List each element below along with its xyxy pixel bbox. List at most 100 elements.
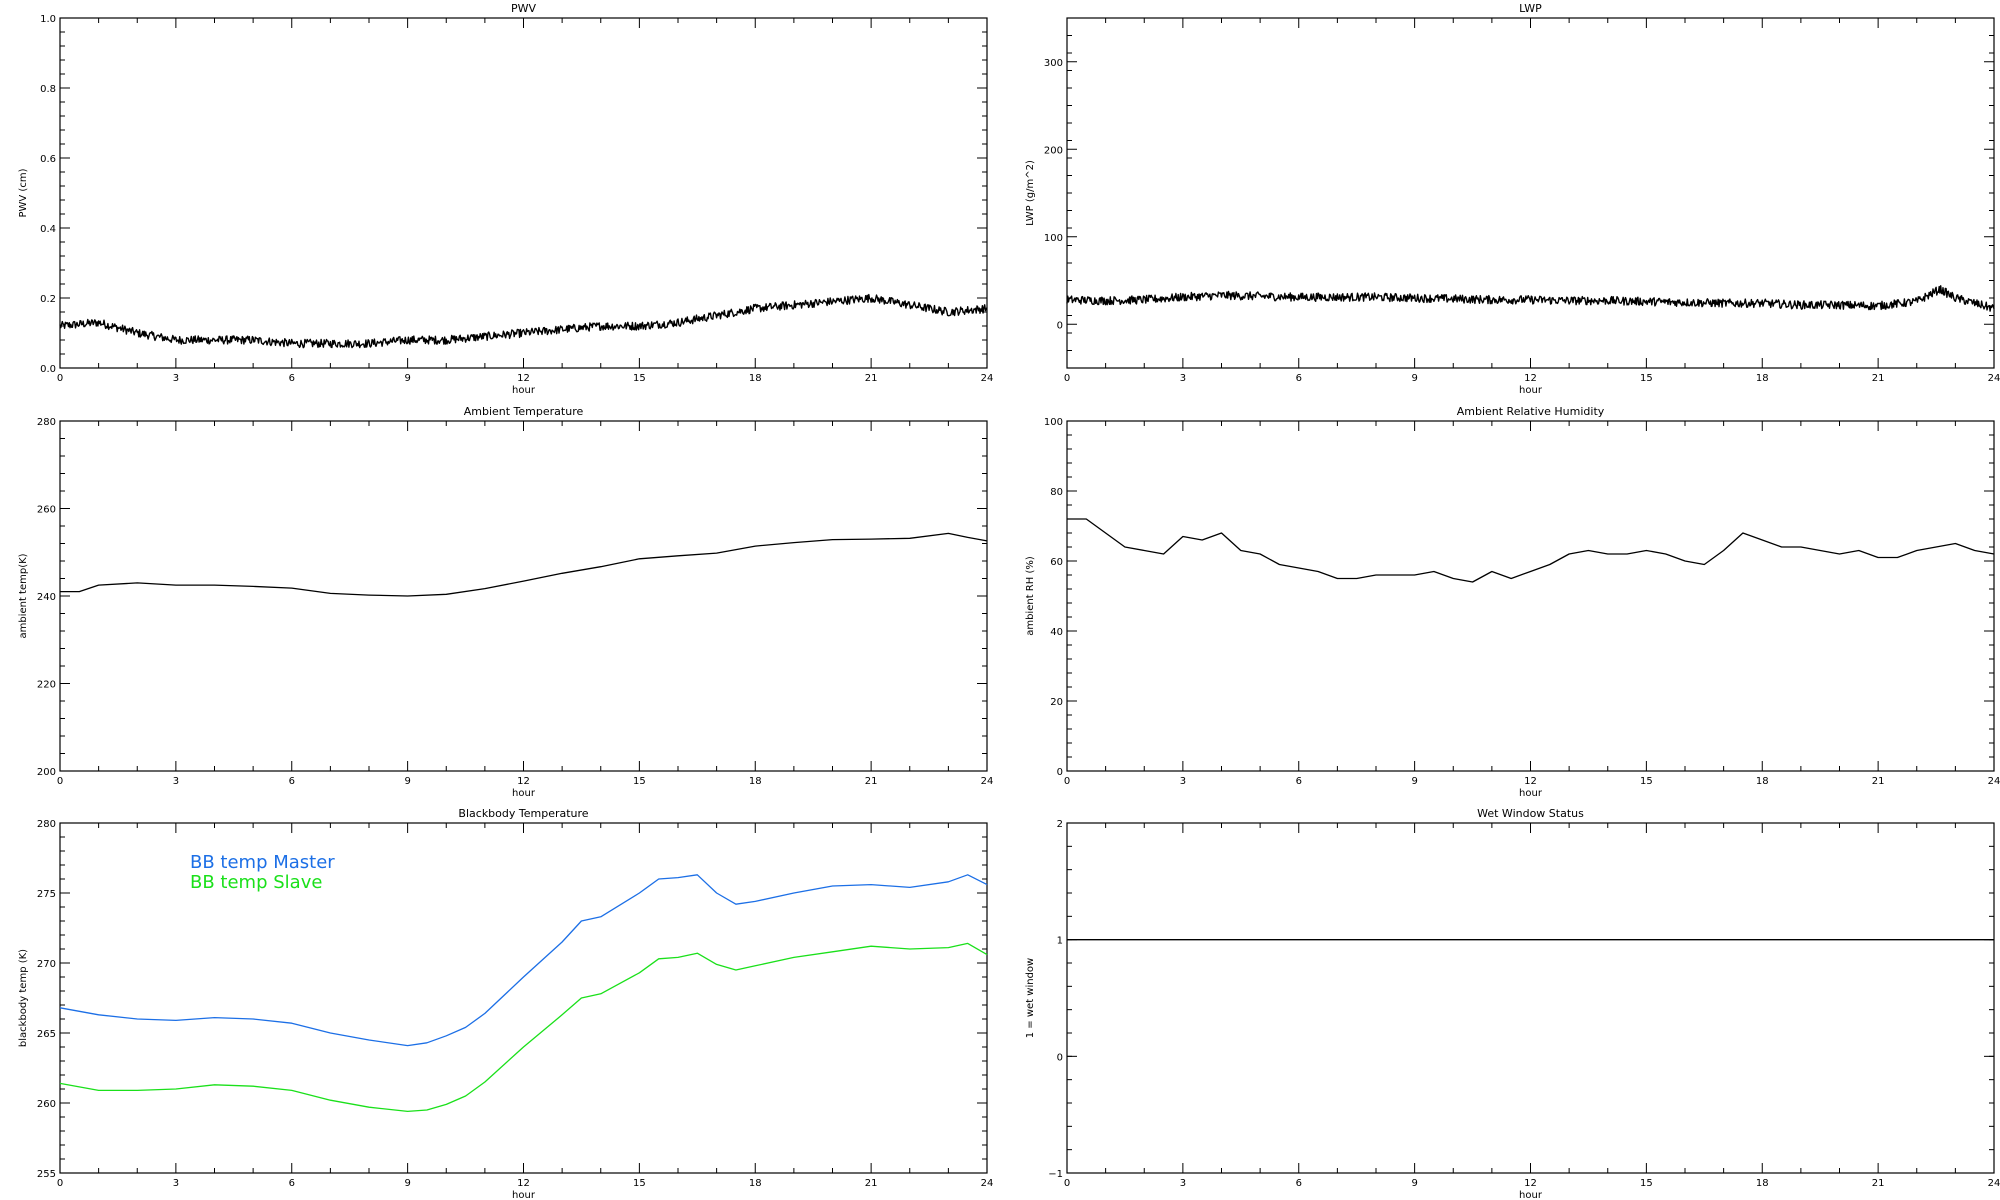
- series-line-1: [1067, 518, 1995, 583]
- y-tick-label: 260: [37, 1099, 56, 1110]
- x-tick-label: 24: [1988, 776, 2000, 787]
- x-tick-label: 12: [517, 776, 530, 787]
- x-tick-label: 6: [1296, 776, 1302, 787]
- x-tick-label: 21: [1872, 1178, 1885, 1189]
- legend-entry: BB temp Slave: [190, 872, 322, 893]
- x-tick-label: 6: [289, 776, 295, 787]
- chart-title: PWV: [511, 2, 537, 15]
- x-tick-label: 0: [1064, 373, 1070, 384]
- x-tick-label: 18: [749, 373, 762, 384]
- y-axis-label: blackbody temp (K): [18, 949, 29, 1047]
- y-tick-label: 100: [1044, 417, 1063, 428]
- x-tick-label: 12: [1524, 373, 1537, 384]
- x-tick-label: 6: [1296, 1178, 1302, 1189]
- x-tick-label: 21: [865, 373, 878, 384]
- x-tick-label: 21: [1872, 776, 1885, 787]
- chart-title: Wet Window Status: [1477, 807, 1584, 820]
- x-tick-label: 21: [865, 776, 878, 787]
- y-tick-label: 280: [37, 417, 56, 428]
- y-tick-label: 0.8: [40, 84, 56, 95]
- x-tick-label: 12: [1524, 1178, 1537, 1189]
- y-tick-label: 20: [1050, 697, 1063, 708]
- x-tick-label: 3: [1180, 373, 1186, 384]
- y-tick-label: 100: [1044, 233, 1063, 244]
- x-tick-label: 9: [404, 373, 410, 384]
- x-tick-label: 0: [1064, 1178, 1070, 1189]
- y-tick-label: 0.6: [40, 154, 56, 165]
- x-tick-label: 18: [1756, 776, 1769, 787]
- x-tick-label: 15: [633, 1178, 646, 1189]
- x-tick-label: 6: [289, 373, 295, 384]
- x-tick-label: 24: [981, 373, 994, 384]
- x-tick-label: 6: [289, 1178, 295, 1189]
- x-tick-label: 3: [173, 776, 179, 787]
- x-tick-label: 18: [749, 776, 762, 787]
- x-tick-label: 18: [749, 1178, 762, 1189]
- x-tick-label: 24: [1988, 373, 2000, 384]
- y-axis-label: PWV (cm): [18, 168, 29, 217]
- series-line-1: [60, 532, 988, 597]
- x-tick-label: 0: [57, 373, 63, 384]
- x-tick-label: 9: [1411, 1178, 1417, 1189]
- plot-frame: [1066, 420, 1995, 772]
- series-line-1: [59, 874, 988, 1047]
- legend-entry: BB temp Master: [190, 852, 335, 873]
- x-axis-label: hour: [512, 385, 536, 396]
- x-tick-label: 12: [517, 373, 530, 384]
- y-tick-label: 200: [1044, 145, 1063, 156]
- x-tick-label: 9: [404, 776, 410, 787]
- x-tick-label: 21: [865, 1178, 878, 1189]
- y-tick-label: 0.0: [40, 364, 56, 375]
- plot-frame: [59, 17, 988, 369]
- x-tick-label: 15: [1640, 776, 1653, 787]
- x-tick-label: 3: [173, 373, 179, 384]
- x-tick-label: 18: [1756, 373, 1769, 384]
- y-axis-label: ambient RH (%): [1025, 556, 1036, 636]
- y-tick-label: 40: [1050, 627, 1063, 638]
- x-tick-label: 9: [1411, 373, 1417, 384]
- plot-frame: [59, 420, 988, 772]
- x-tick-label: 24: [981, 776, 994, 787]
- chart-panel-4: 0 3 6 9 12 15 18 21 24 0 20 40 60 80 100 Ambient Relati…: [1025, 405, 2000, 799]
- y-tick-label: −1: [1048, 1169, 1063, 1180]
- series-line-1: [1066, 285, 1995, 312]
- series-line-2: [59, 942, 988, 1113]
- x-tick-label: 9: [1411, 776, 1417, 787]
- y-tick-label: 1: [1057, 936, 1063, 947]
- x-tick-label: 3: [1180, 1178, 1186, 1189]
- y-tick-label: 280: [37, 819, 56, 830]
- x-tick-label: 15: [633, 373, 646, 384]
- y-tick-label: 0: [1057, 320, 1063, 331]
- x-tick-label: 15: [633, 776, 646, 787]
- x-tick-label: 3: [1180, 776, 1186, 787]
- x-tick-label: 12: [517, 1178, 530, 1189]
- plot-frame: [1066, 17, 1995, 369]
- plot-frame: [1066, 822, 1995, 1174]
- y-tick-label: 255: [37, 1169, 56, 1180]
- x-tick-label: 6: [1296, 373, 1302, 384]
- y-tick-label: 265: [37, 1029, 56, 1040]
- x-tick-label: 21: [1872, 373, 1885, 384]
- chart-panel-5: 0 3 6 9 12 15 18 21 24 255 260 265 270 275 280 Blackbod…: [18, 807, 993, 1200]
- chart-title: LWP: [1519, 2, 1542, 15]
- y-tick-label: 2: [1057, 819, 1063, 830]
- x-tick-label: 24: [1988, 1178, 2000, 1189]
- y-axis-label: ambient temp(K): [18, 553, 29, 638]
- chart-title: Blackbody Temperature: [458, 807, 588, 820]
- y-tick-label: 270: [37, 959, 56, 970]
- x-axis-label: hour: [1519, 1190, 1543, 1200]
- x-axis-label: hour: [1519, 788, 1543, 799]
- y-tick-label: 275: [37, 889, 56, 900]
- x-tick-label: 15: [1640, 1178, 1653, 1189]
- x-axis-label: hour: [512, 788, 536, 799]
- x-tick-label: 9: [404, 1178, 410, 1189]
- y-axis-label: LWP (g/m^2): [1025, 160, 1036, 226]
- series-line-1: [59, 293, 988, 349]
- y-tick-label: 0: [1057, 767, 1063, 778]
- x-tick-label: 0: [57, 776, 63, 787]
- chart-panel-3: 0 3 6 9 12 15 18 21 24 200 220 240 260 280 Ambient Tem…: [18, 405, 993, 799]
- y-tick-label: 220: [37, 680, 56, 691]
- x-tick-label: 3: [173, 1178, 179, 1189]
